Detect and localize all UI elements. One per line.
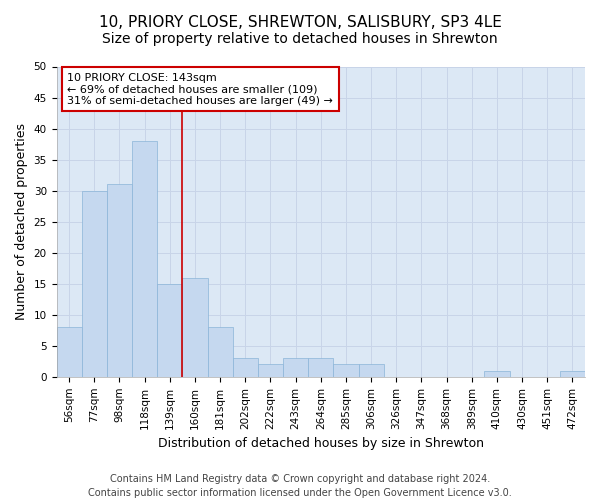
Bar	[560, 370, 585, 377]
Text: 10 PRIORY CLOSE: 143sqm
← 69% of detached houses are smaller (109)
31% of semi-d: 10 PRIORY CLOSE: 143sqm ← 69% of detache…	[67, 72, 333, 106]
X-axis label: Distribution of detached houses by size in Shrewton: Distribution of detached houses by size …	[158, 437, 484, 450]
Bar	[56, 327, 82, 377]
Bar	[334, 364, 359, 377]
Bar	[157, 284, 182, 377]
Bar	[484, 370, 509, 377]
Bar	[233, 358, 258, 377]
Bar	[283, 358, 308, 377]
Bar	[208, 327, 233, 377]
Bar	[82, 190, 107, 377]
Text: 10, PRIORY CLOSE, SHREWTON, SALISBURY, SP3 4LE: 10, PRIORY CLOSE, SHREWTON, SALISBURY, S…	[98, 15, 502, 30]
Text: Size of property relative to detached houses in Shrewton: Size of property relative to detached ho…	[102, 32, 498, 46]
Y-axis label: Number of detached properties: Number of detached properties	[15, 123, 28, 320]
Bar	[258, 364, 283, 377]
Bar	[308, 358, 334, 377]
Text: Contains HM Land Registry data © Crown copyright and database right 2024.
Contai: Contains HM Land Registry data © Crown c…	[88, 474, 512, 498]
Bar	[132, 141, 157, 377]
Bar	[107, 184, 132, 377]
Bar	[359, 364, 383, 377]
Bar	[182, 278, 208, 377]
